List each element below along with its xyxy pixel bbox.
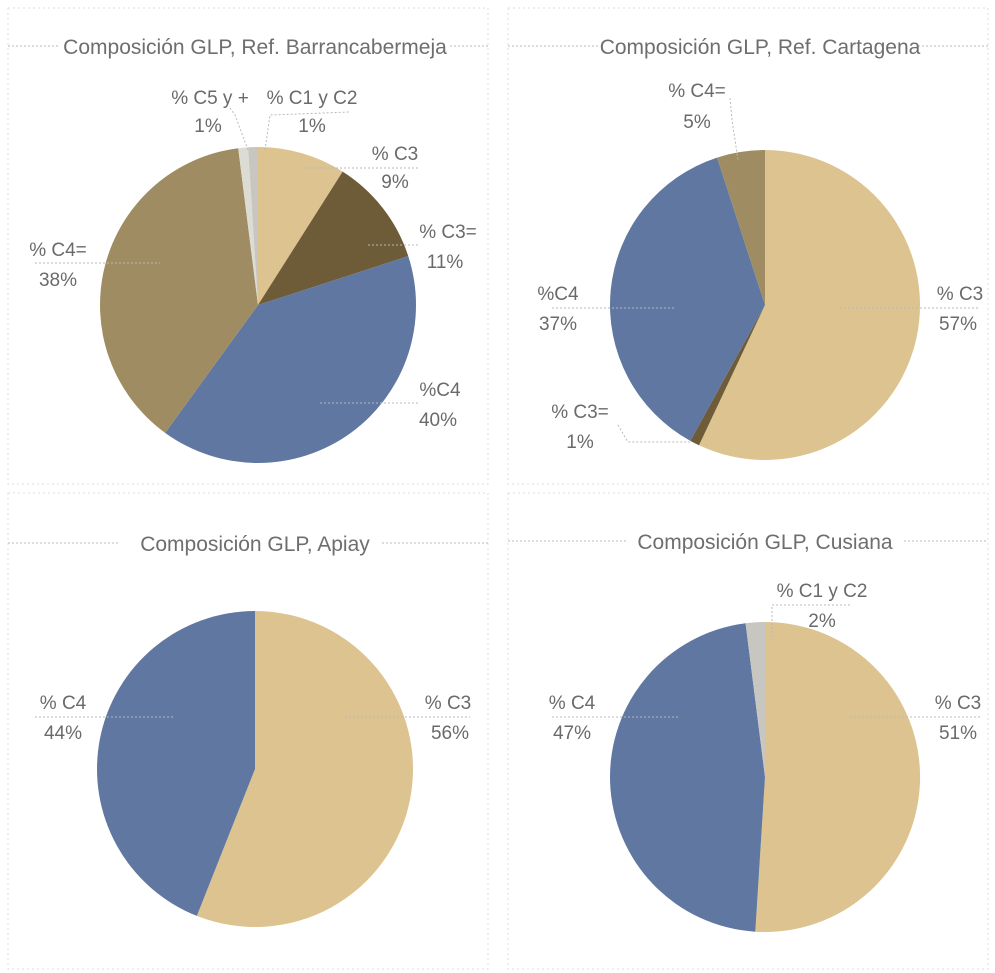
pie-slice-c5-y-plus — [238, 147, 258, 305]
slice-value-c1c2: 1% — [298, 116, 326, 137]
slice-value-c4: 44% — [44, 723, 82, 744]
slice-value-c3: 9% — [381, 172, 409, 193]
slice-label-c1c2: % C1 y C2 — [777, 581, 868, 602]
slice-label-c3: % C3 — [937, 284, 983, 305]
chart-cartagena: Composición GLP, Ref. Cartagena % C4= 5%… — [500, 0, 995, 487]
slice-value-c5: 1% — [194, 116, 222, 137]
slice-label-c4: %C4 — [537, 284, 579, 305]
slice-value-c4: 37% — [539, 314, 577, 335]
pie-slice-c3 — [755, 622, 921, 932]
chart-title: Composición GLP, Apiay — [140, 533, 370, 556]
slice-value-c1c2: 2% — [808, 611, 836, 632]
slice-label-c3eq: % C3= — [551, 402, 609, 423]
pie-slice-c4 — [610, 623, 765, 932]
pie-slice-c3-olefin — [690, 305, 765, 446]
slice-label-c1c2: % C1 y C2 — [267, 88, 358, 109]
slice-label-c4: % C4 — [549, 693, 596, 714]
pie-slice-c1-y-c2 — [745, 622, 765, 777]
slice-value-c4: 47% — [553, 723, 591, 744]
slice-label-c4eq: % C4= — [668, 81, 726, 102]
slice-label-c3: % C3 — [425, 693, 471, 714]
slice-value-c3: 51% — [939, 723, 977, 744]
slice-value-c4eq: 38% — [39, 270, 77, 291]
pie-slice-c4-olefin — [717, 150, 765, 305]
slice-label-c4eq: % C4= — [29, 240, 87, 261]
chart-barrancabermeja: Composición GLP, Ref. Barrancabermeja % … — [0, 0, 495, 487]
slice-label-c4: % C4 — [40, 693, 87, 714]
chart-title: Composición GLP, Cusiana — [637, 531, 893, 554]
slice-label-c3: % C3 — [935, 693, 981, 714]
pie-slice-c1-y-c2 — [248, 147, 258, 305]
slice-label-c5: % C5 y + — [171, 88, 249, 109]
pie-slice-c4-olefin — [100, 148, 258, 433]
slice-value-c4eq: 5% — [683, 112, 711, 133]
pie-slice-c3 — [699, 150, 920, 461]
slice-value-c3: 56% — [431, 723, 469, 744]
slice-label-c3: % C3 — [372, 144, 418, 165]
chart-title: Composición GLP, Ref. Barrancabermeja — [63, 36, 447, 59]
slice-value-c3: 57% — [939, 314, 977, 335]
pie-slice-c3-olefin — [258, 171, 409, 305]
slice-value-c3eq: 11% — [427, 252, 464, 273]
pie-slice-c4 — [610, 157, 765, 441]
pie-slice-c3 — [196, 611, 414, 927]
chart-title: Composición GLP, Ref. Cartagena — [600, 36, 921, 59]
slice-value-c3eq: 1% — [566, 432, 594, 453]
chart-apiay: Composición GLP, Apiay % C3 56% % C4 44% — [0, 487, 495, 973]
slice-value-c4: 40% — [419, 410, 457, 431]
pie-slice-c4 — [97, 611, 256, 916]
slice-label-c3eq: % C3= — [419, 222, 477, 243]
pie-slice-c4 — [165, 256, 416, 463]
pie-slice-c3 — [258, 147, 343, 305]
chart-cusiana: Composición GLP, Cusiana % C1 y C2 2% % … — [500, 487, 995, 973]
slice-label-c4: %C4 — [419, 380, 461, 401]
